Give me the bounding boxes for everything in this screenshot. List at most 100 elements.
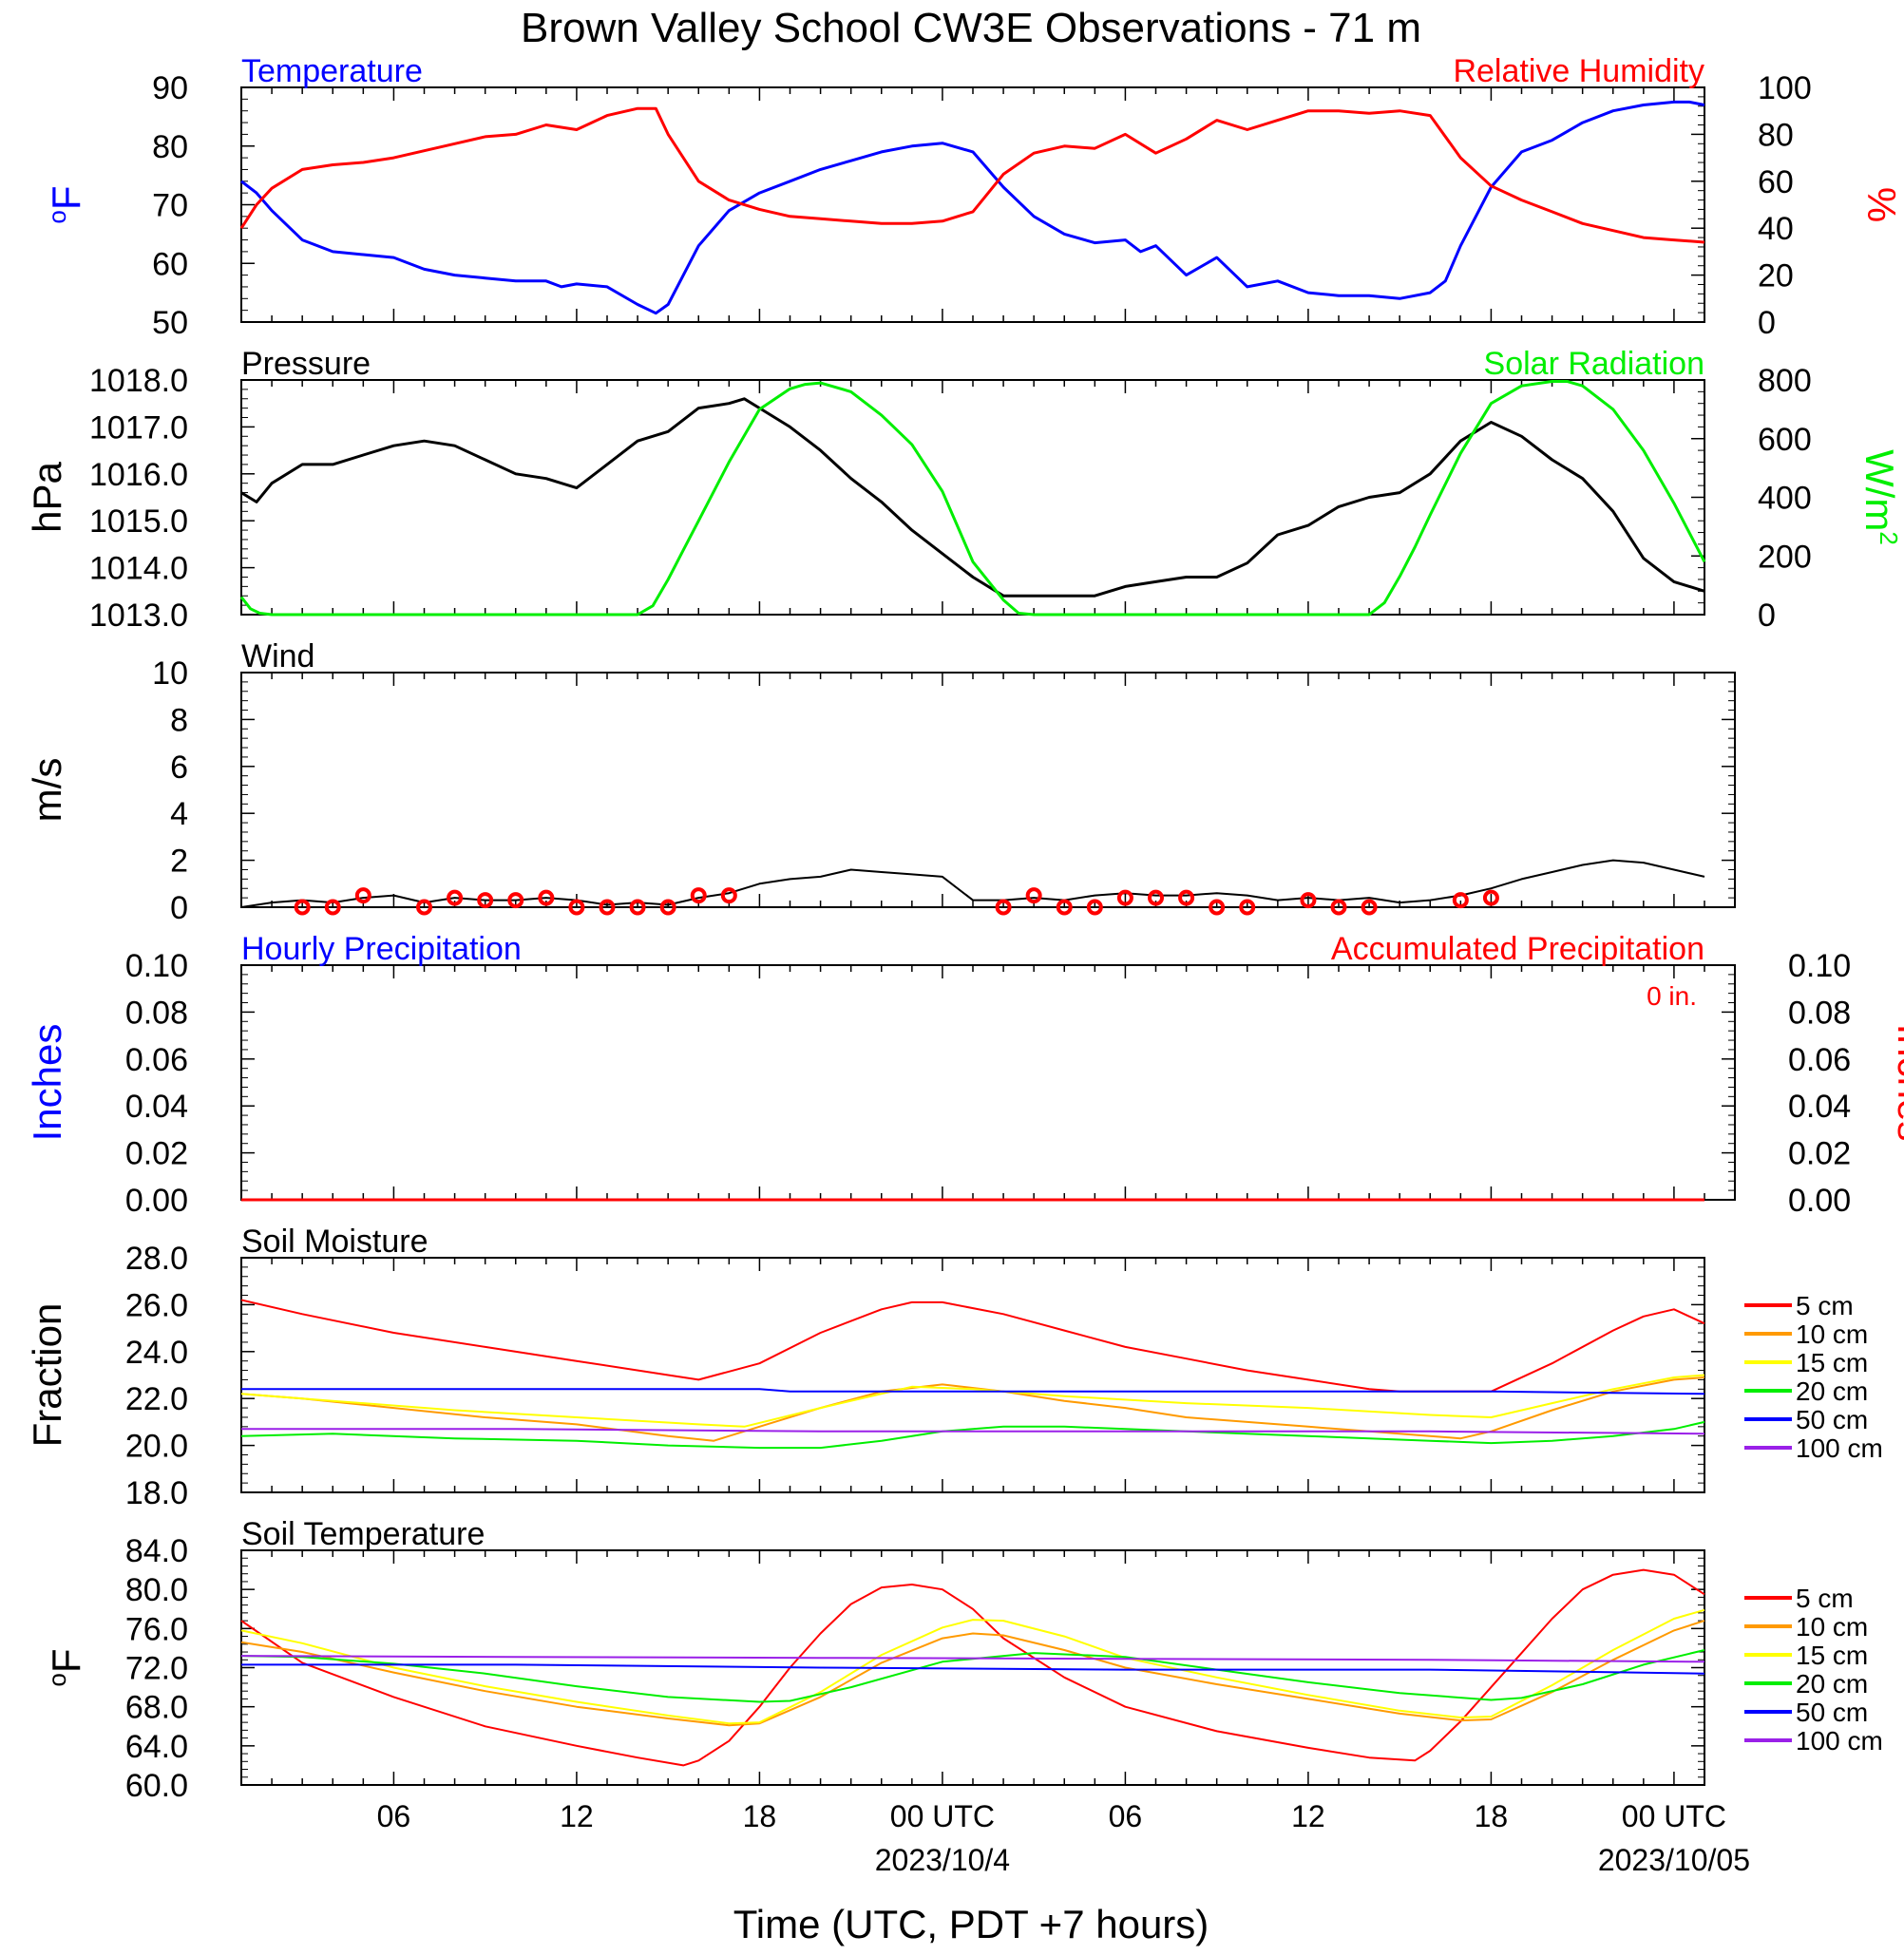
panel-title-right: Accumulated Precipitation (1331, 931, 1704, 967)
x-tick-label: 12 (560, 1799, 594, 1833)
y-tick-label-left: 1015.0 (89, 503, 188, 540)
y-tick-label-left: 1016.0 (89, 457, 188, 493)
y-tick-label-left: 1018.0 (89, 363, 188, 399)
panel-wind: 0 2 4 6 8 10 Wind m/s (25, 638, 1736, 926)
plot-frame (240, 964, 1736, 1201)
wind-hourly-marker (1116, 889, 1133, 906)
y-tick-label-right: 200 (1758, 539, 1812, 575)
y-tick-label-left: 60 (152, 246, 188, 282)
y-tick-label-right: 0 (1758, 305, 1776, 341)
legend-label: 10 cm (1796, 1612, 1868, 1642)
y-tick-label-left: 70 (152, 188, 188, 224)
y-tick-label-right: 0.06 (1788, 1042, 1851, 1078)
y-tick-label-left: 64.0 (125, 1729, 188, 1765)
wind-hourly-marker (538, 889, 555, 906)
panel-title-right: Relative Humidity (1453, 53, 1704, 89)
wind-hourly-marker (416, 899, 432, 916)
y-tick-label-left: 90 (152, 70, 188, 106)
y-axis-label-left: m/s (25, 758, 69, 823)
y-tick-label-right: 80 (1758, 117, 1794, 153)
x-tick-label: 06 (377, 1799, 411, 1833)
legend-label: 20 cm (1796, 1669, 1868, 1699)
y-tick-label-left: 60.0 (125, 1768, 188, 1804)
panel-title-left: Soil Moisture (241, 1224, 428, 1260)
wind-hourly-marker (1025, 887, 1042, 904)
figure-title: Brown Valley School CW3E Observations - … (521, 5, 1421, 51)
series-line-5-cm (240, 1568, 1705, 1767)
precip-total-annotation: 0 in. (1647, 981, 1697, 1011)
legend-label: 50 cm (1796, 1405, 1868, 1434)
y-tick-label-left: 10 (152, 655, 188, 692)
wind-hourly-marker (1300, 892, 1317, 909)
y-axis-label-left: oF (43, 185, 88, 223)
y-tick-label-left: 18.0 (125, 1475, 188, 1511)
y-tick-label-left: 1017.0 (89, 409, 188, 446)
y-tick-label-right: 0 (1758, 598, 1776, 634)
y-axis-label-left: Inches (25, 1024, 69, 1142)
wind-hourly-marker (599, 899, 616, 916)
wind-hourly-marker (568, 899, 585, 916)
legend-label: 100 cm (1796, 1433, 1883, 1463)
series-line-100-cm (241, 1428, 1705, 1435)
wind-hourly-marker (995, 899, 1012, 916)
y-tick-label-left: 0.08 (125, 995, 188, 1031)
series-line-20-cm (240, 1649, 1705, 1703)
series-line-relative-humidity (239, 106, 1705, 244)
y-tick-label-right: 0.04 (1788, 1089, 1851, 1125)
plot-frame (240, 1257, 1705, 1493)
wind-hourly-marker (1361, 899, 1378, 916)
panel-title-left: Soil Temperature (241, 1516, 485, 1552)
plot-frame (240, 672, 1736, 908)
x-tick-label: 12 (1291, 1799, 1325, 1833)
y-tick-label-right: 0.00 (1788, 1183, 1851, 1219)
wind-hourly-marker (354, 887, 371, 904)
y-tick-label-left: 50 (152, 305, 188, 341)
y-tick-label-right: 20 (1758, 258, 1794, 294)
y-tick-label-left: 1013.0 (89, 598, 188, 634)
y-tick-label-right: 0.10 (1788, 948, 1851, 984)
wind-hourly-marker (447, 889, 464, 906)
legend-label: 100 cm (1796, 1726, 1883, 1756)
wind-hourly-marker (324, 899, 341, 916)
y-tick-label-right: 800 (1758, 363, 1812, 399)
panel-title-left: Pressure (241, 346, 371, 382)
wind-hourly-marker (690, 887, 707, 904)
y-tick-label-left: 0.04 (125, 1089, 188, 1125)
x-tick-label: 18 (1475, 1799, 1509, 1833)
panel-title-left: Temperature (241, 53, 423, 89)
y-tick-label-right: 600 (1758, 422, 1812, 458)
legend-label: 15 cm (1796, 1348, 1868, 1377)
y-tick-label-right: 100 (1758, 70, 1812, 106)
x-tick-label: 18 (743, 1799, 777, 1833)
panel-temp_rh: 50 60 70 80 90 0 20 40 60 80 100 Temperature Relativ… (43, 53, 1904, 341)
legend-label: 20 cm (1796, 1376, 1868, 1406)
y-tick-label-left: 1014.0 (89, 551, 188, 587)
y-axis-label-left: oF (43, 1648, 88, 1686)
wind-hourly-marker (1178, 889, 1195, 906)
wind-hourly-marker (507, 892, 524, 909)
y-tick-label-left: 0.02 (125, 1136, 188, 1172)
y-axis-label-left: hPa (25, 461, 69, 532)
y-tick-label-left: 76.0 (125, 1611, 188, 1647)
panel-soil_temperature: 60.064.068.072.0 76.080.084.0 Soil Tempera… (43, 1516, 1883, 1804)
panel-title-right: Solar Radiation (1484, 346, 1704, 382)
panel-title-left: Wind (241, 638, 314, 674)
y-tick-label-left: 80.0 (125, 1572, 188, 1608)
y-tick-label-left: 0 (170, 890, 188, 926)
y-tick-label-left: 80 (152, 129, 188, 165)
wind-hourly-marker (1330, 899, 1347, 916)
panel-title-left: Hourly Precipitation (241, 931, 522, 967)
x-date-label: 2023/10/4 (875, 1843, 1010, 1877)
wind-hourly-marker (1482, 889, 1499, 906)
x-tick-label: 00 UTC (890, 1799, 995, 1833)
y-tick-label-left: 26.0 (125, 1287, 188, 1323)
y-tick-label-left: 72.0 (125, 1651, 188, 1687)
wind-hourly-marker (659, 899, 676, 916)
panel-pressure_solar: 1013.0 1014.0 1015.0 1016.0 1017.0 1018.0 0 200… (25, 346, 1903, 634)
panel-precip: 0.00 0.02 0.04 0.06 0.08 0.10 0.00 0.02 0.04 0.06… (25, 931, 1904, 1219)
wind-hourly-marker (1209, 899, 1226, 916)
legend-label: 10 cm (1796, 1319, 1868, 1349)
legend-label: 5 cm (1796, 1291, 1854, 1320)
y-tick-label-right: 400 (1758, 481, 1812, 517)
